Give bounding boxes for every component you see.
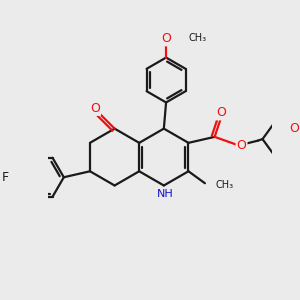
Text: O: O [216, 106, 226, 119]
Text: O: O [237, 139, 247, 152]
Text: O: O [161, 32, 171, 45]
Text: CH₃: CH₃ [188, 33, 207, 43]
Text: O: O [289, 122, 299, 135]
Text: F: F [2, 171, 9, 184]
Text: NH: NH [157, 190, 174, 200]
Text: O: O [90, 102, 100, 115]
Text: CH₃: CH₃ [215, 181, 233, 190]
